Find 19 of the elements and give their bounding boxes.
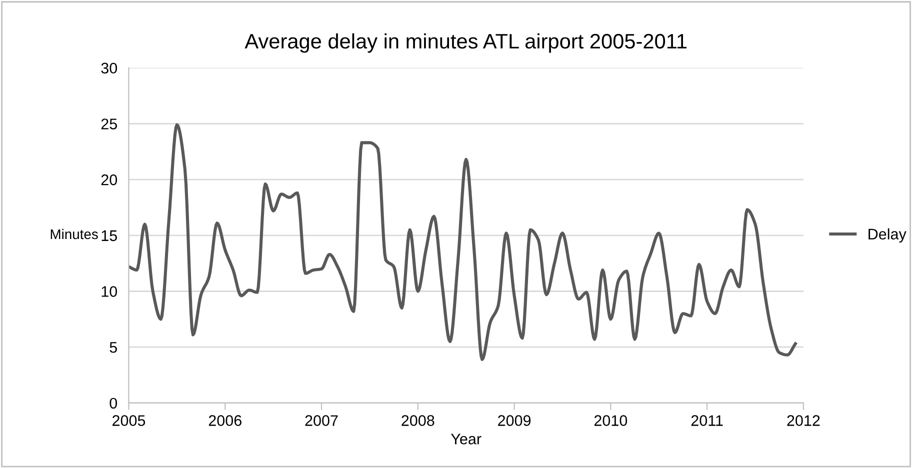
x-tick-label: 2011 (691, 415, 723, 426)
y-tick-label: 0 (110, 398, 118, 409)
y-tick-label: 15 (102, 230, 117, 242)
x-axis-title: Year (450, 434, 482, 444)
y-tick-label: 20 (101, 174, 118, 186)
x-tick-label: 2009 (498, 415, 531, 426)
chart-title: Average delay in minutes ATL airport 2005-2011 (244, 33, 686, 53)
x-tick-label: 2006 (208, 415, 242, 426)
y-tick-label: 30 (101, 62, 118, 74)
y-tick-label: 10 (102, 286, 118, 297)
x-tick-label: 2008 (402, 415, 434, 426)
legend-label: Delay (868, 228, 906, 243)
x-tick-label: 2012 (787, 415, 820, 426)
y-axis-title: Minutes (50, 228, 98, 240)
y-tick-label: 5 (110, 342, 117, 353)
x-tick-label: 2007 (305, 415, 338, 426)
x-tick-label: 2005 (112, 415, 146, 426)
x-tick-label: 2010 (594, 415, 628, 426)
y-tick-label: 25 (101, 118, 117, 130)
